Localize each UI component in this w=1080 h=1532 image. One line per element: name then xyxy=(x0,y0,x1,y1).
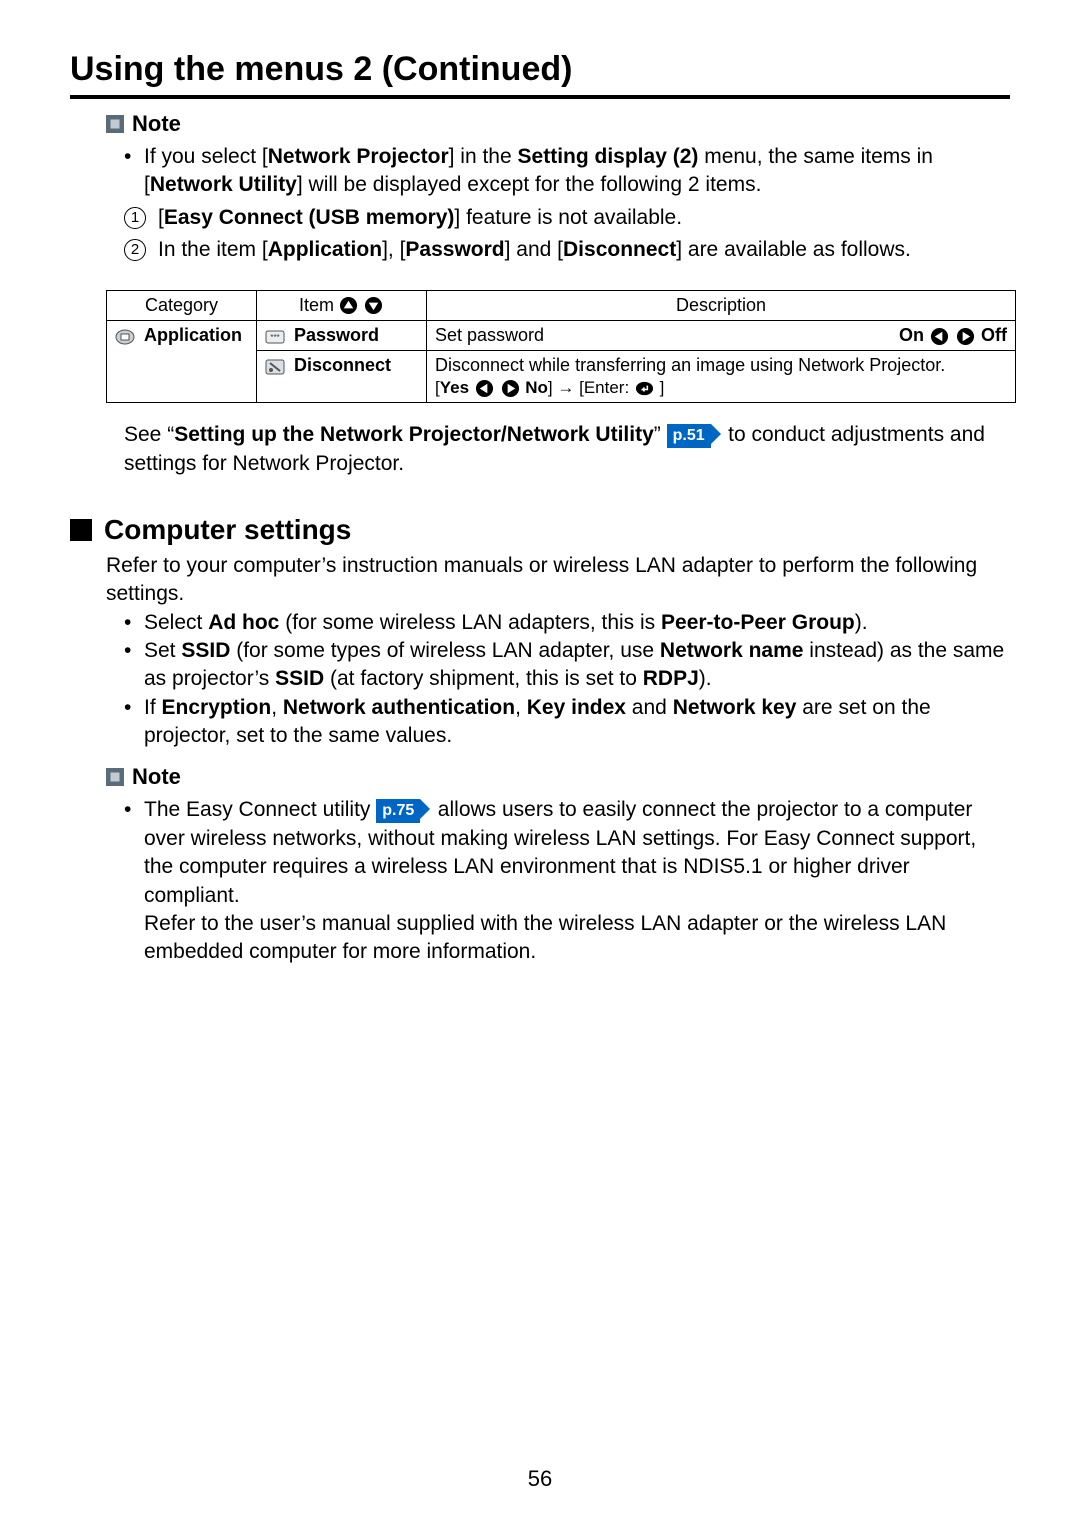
bullet-dot: • xyxy=(124,694,144,751)
cell-category: Application xyxy=(107,321,257,403)
desc-line2: [Yes No] → [Enter: ] xyxy=(435,378,1007,398)
enter-icon xyxy=(635,379,654,398)
settings-table: Category Item Description Applica xyxy=(106,290,1016,403)
cell-desc: Set password On Off xyxy=(427,321,1016,351)
note-heading: Note xyxy=(106,111,1010,137)
svg-text:***: *** xyxy=(270,333,279,342)
right-arrow-icon xyxy=(501,379,520,398)
note-heading-2: Note xyxy=(106,764,1010,790)
title-rule xyxy=(70,95,1010,99)
note-icon xyxy=(106,768,124,786)
note1-item1: 1 [Easy Connect (USB memory)] feature is… xyxy=(124,204,1010,232)
note-label: Note xyxy=(132,764,181,790)
cell-item: *** Password xyxy=(257,321,427,351)
document-page: Using the menus 2 (Continued) Note • If … xyxy=(0,0,1080,1532)
note-icon xyxy=(106,115,124,133)
page-ref-75: p.75 xyxy=(376,799,420,823)
bullet-dot: • xyxy=(124,796,144,966)
section-heading: Computer settings xyxy=(70,514,1010,546)
application-icon xyxy=(115,329,135,345)
note1-text: If you select [Network Projector] in the… xyxy=(144,143,1010,200)
th-item: Item xyxy=(257,291,427,321)
page-number: 56 xyxy=(0,1466,1080,1492)
cell-item: Disconnect xyxy=(257,351,427,403)
table-header-row: Category Item Description xyxy=(107,291,1016,321)
section-title: Computer settings xyxy=(104,514,351,546)
left-arrow-icon xyxy=(475,379,494,398)
note1-item2: 2 In the item [Application], [Password] … xyxy=(124,236,1010,264)
section-intro: Refer to your computer’s instruction man… xyxy=(106,552,1010,609)
bullet-dot: • xyxy=(124,609,144,637)
right-arrow-icon xyxy=(956,327,975,346)
section-b2: • Set SSID (for some types of wireless L… xyxy=(124,637,1010,694)
after-table-text: See “Setting up the Network Projector/Ne… xyxy=(124,421,1010,478)
down-arrow-icon xyxy=(364,296,383,315)
page-ref-51: p.51 xyxy=(667,424,711,448)
cell-desc: Disconnect while transferring an image u… xyxy=(427,351,1016,403)
up-arrow-icon xyxy=(339,296,358,315)
section-marker-icon xyxy=(70,519,92,541)
note1-item2-text: In the item [Application], [Password] an… xyxy=(158,236,911,264)
note2-bullet: • The Easy Connect utility p.75 allows u… xyxy=(124,796,1010,966)
password-icon: *** xyxy=(265,330,285,344)
th-category: Category xyxy=(107,291,257,321)
note-label: Note xyxy=(132,111,181,137)
left-arrow-icon xyxy=(930,327,949,346)
bullet-dot: • xyxy=(124,143,144,200)
bullet-dot: • xyxy=(124,637,144,694)
section-b1: • Select Ad hoc (for some wireless LAN a… xyxy=(124,609,1010,637)
th-description: Description xyxy=(427,291,1016,321)
note1-bullet: • If you select [Network Projector] in t… xyxy=(124,143,1010,200)
page-title: Using the menus 2 (Continued) xyxy=(70,50,1010,89)
on-off-control: On Off xyxy=(899,325,1007,346)
content-body: Note • If you select [Network Projector]… xyxy=(106,111,1010,967)
section-b3: • If Encryption, Network authentication,… xyxy=(124,694,1010,751)
note1-item1-text: [Easy Connect (USB memory)] feature is n… xyxy=(158,204,682,232)
circled-1-icon: 1 xyxy=(124,207,146,229)
circled-2-icon: 2 xyxy=(124,239,146,261)
table-row: Application *** Password Set password On xyxy=(107,321,1016,351)
disconnect-icon xyxy=(265,359,285,375)
